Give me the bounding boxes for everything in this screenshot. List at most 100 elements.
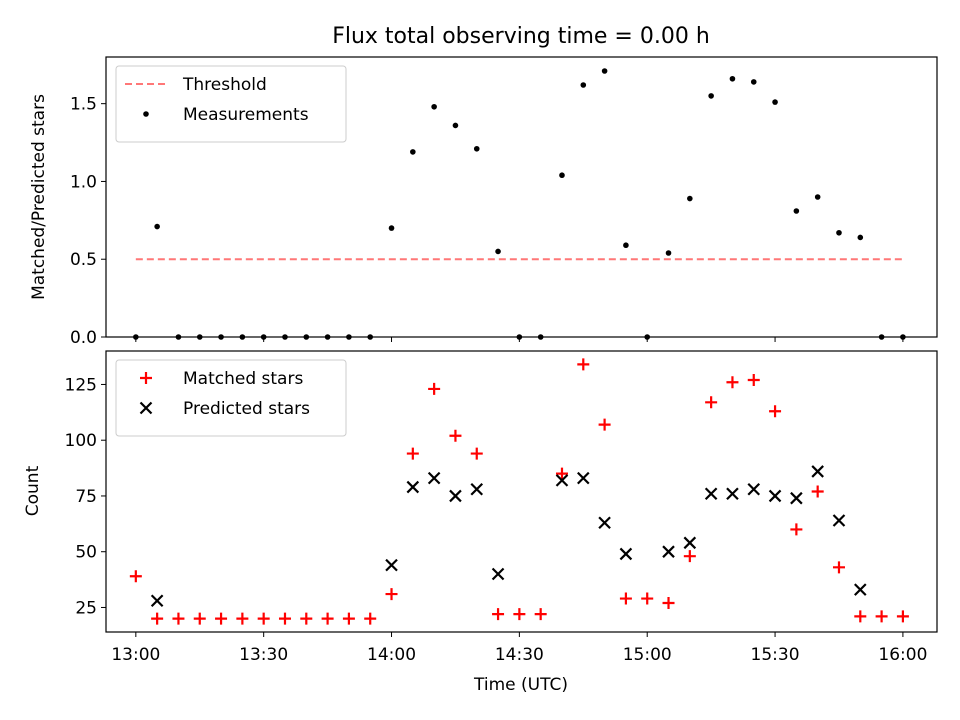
x-tick-label: 15:00 (623, 645, 672, 665)
top-y-axis-label: Matched/Predicted stars (29, 94, 49, 300)
legend-label: Measurements (183, 105, 309, 125)
measurement-point (537, 334, 544, 340)
matched-stars-point (875, 610, 888, 623)
predicted-stars-point (385, 558, 398, 572)
x-axis-label: Time (UTC) (473, 675, 568, 695)
predicted-stars-point (747, 482, 761, 496)
measurement-point (260, 334, 267, 340)
measurement-point (388, 225, 395, 231)
predicted-stars-point (427, 471, 441, 485)
bottom-y-axis-label: Count (23, 465, 43, 516)
measurement-point (836, 229, 842, 236)
matched-stars-point (215, 612, 228, 625)
measurement-point (239, 334, 246, 340)
measurement-point (452, 122, 459, 129)
x-tick-label: 14:00 (367, 645, 416, 665)
measurement-point (431, 103, 437, 110)
measurement-point (495, 248, 501, 255)
measurement-point (282, 334, 288, 340)
predicted-stars-point (598, 516, 611, 529)
measurement-point (133, 334, 139, 340)
legend-label: Matched stars (183, 369, 303, 389)
predicted-stars-point (704, 487, 718, 501)
predicted-stars-point (555, 474, 569, 487)
x-tick-label: 16:00 (878, 645, 927, 665)
predicted-stars-point (619, 547, 633, 561)
matched-stars-point (854, 610, 867, 623)
matched-stars-point (492, 608, 505, 621)
predicted-stars-point (790, 491, 803, 505)
matched-stars-point (790, 523, 803, 536)
bottom-y-tick-label: 25 (75, 598, 97, 618)
measurement-point (516, 334, 523, 340)
predicted-stars-point (406, 480, 420, 494)
matched-stars-point (513, 608, 526, 621)
top-y-tick-label: 1.5 (70, 95, 97, 115)
matched-stars-point (726, 376, 739, 389)
measurement-point (900, 334, 906, 340)
measurement-point (196, 334, 203, 340)
measurement-point (473, 145, 480, 152)
bottom-y-tick-label: 50 (75, 543, 97, 563)
top-legend: Threshold Measurements (115, 65, 347, 143)
x-tick-label: 13:30 (239, 645, 288, 665)
top-y-tick-label: 0.0 (70, 328, 97, 348)
measurement-point (580, 82, 587, 88)
measurement-point (559, 172, 565, 179)
measurement-point (367, 334, 374, 340)
measurement-point (601, 68, 608, 74)
bottom-plot-frame (105, 350, 938, 633)
measurement-point (324, 334, 331, 340)
matched-stars-point (683, 550, 696, 563)
predicted-stars-point (470, 482, 484, 496)
predicted-stars-point (683, 536, 697, 550)
measurement-point (175, 334, 182, 340)
matched-stars-point (598, 418, 611, 431)
measurement-point (772, 99, 778, 105)
matched-stars-point (151, 612, 164, 625)
predicted-stars-point (726, 487, 739, 501)
measurement-point (878, 334, 885, 340)
legend-measurement-swatch (143, 111, 149, 117)
bottom-legend: Matched stars Predicted stars (115, 359, 347, 437)
bottom-plot: 25 50 75 100 125 13:00 13:30 14:00 14:30 15:00 15:… (65, 350, 938, 665)
measurement-point (644, 334, 651, 340)
matched-stars-point (129, 570, 142, 583)
predicted-stars-point (768, 489, 782, 503)
measurement-point (218, 334, 224, 340)
matched-stars-point (172, 612, 185, 625)
bottom-legend-box (115, 359, 347, 437)
x-tick-label: 15:30 (751, 645, 800, 665)
legend-matched-swatch (140, 372, 152, 384)
matched-stars-point (641, 592, 654, 605)
matched-stars-point (257, 612, 270, 625)
measurement-point (154, 223, 160, 230)
top-y-tick-label: 1.0 (70, 172, 97, 192)
matched-stars-point (321, 612, 334, 625)
matched-stars-point (811, 485, 824, 498)
matched-stars-point (236, 612, 249, 625)
x-tick-label: 14:30 (495, 645, 544, 665)
measurement-point (623, 242, 629, 249)
matched-stars-point (470, 447, 483, 460)
measurement-point (687, 195, 693, 202)
measurement-point (708, 93, 714, 99)
predicted-stars-point (150, 594, 164, 608)
predicted-stars-point (811, 465, 824, 478)
top-plot: 0.0 0.5 1.0 1.5 Threshold Measurements (70, 56, 938, 348)
measurement-point (410, 149, 416, 155)
measurement-point (793, 208, 800, 214)
bottom-y-tick-label: 75 (75, 487, 97, 507)
measurement-point (857, 234, 864, 241)
matched-stars-point (705, 396, 718, 409)
matched-stars-point (619, 592, 632, 605)
matched-stars-point (449, 429, 462, 442)
matched-stars-point (193, 612, 206, 625)
matched-stars-point (769, 405, 782, 418)
matched-stars-point (364, 612, 377, 625)
matched-stars-point (300, 612, 313, 625)
legend-label: Threshold (182, 75, 267, 95)
matched-stars-point (534, 608, 547, 621)
legend-label: Predicted stars (183, 399, 310, 419)
